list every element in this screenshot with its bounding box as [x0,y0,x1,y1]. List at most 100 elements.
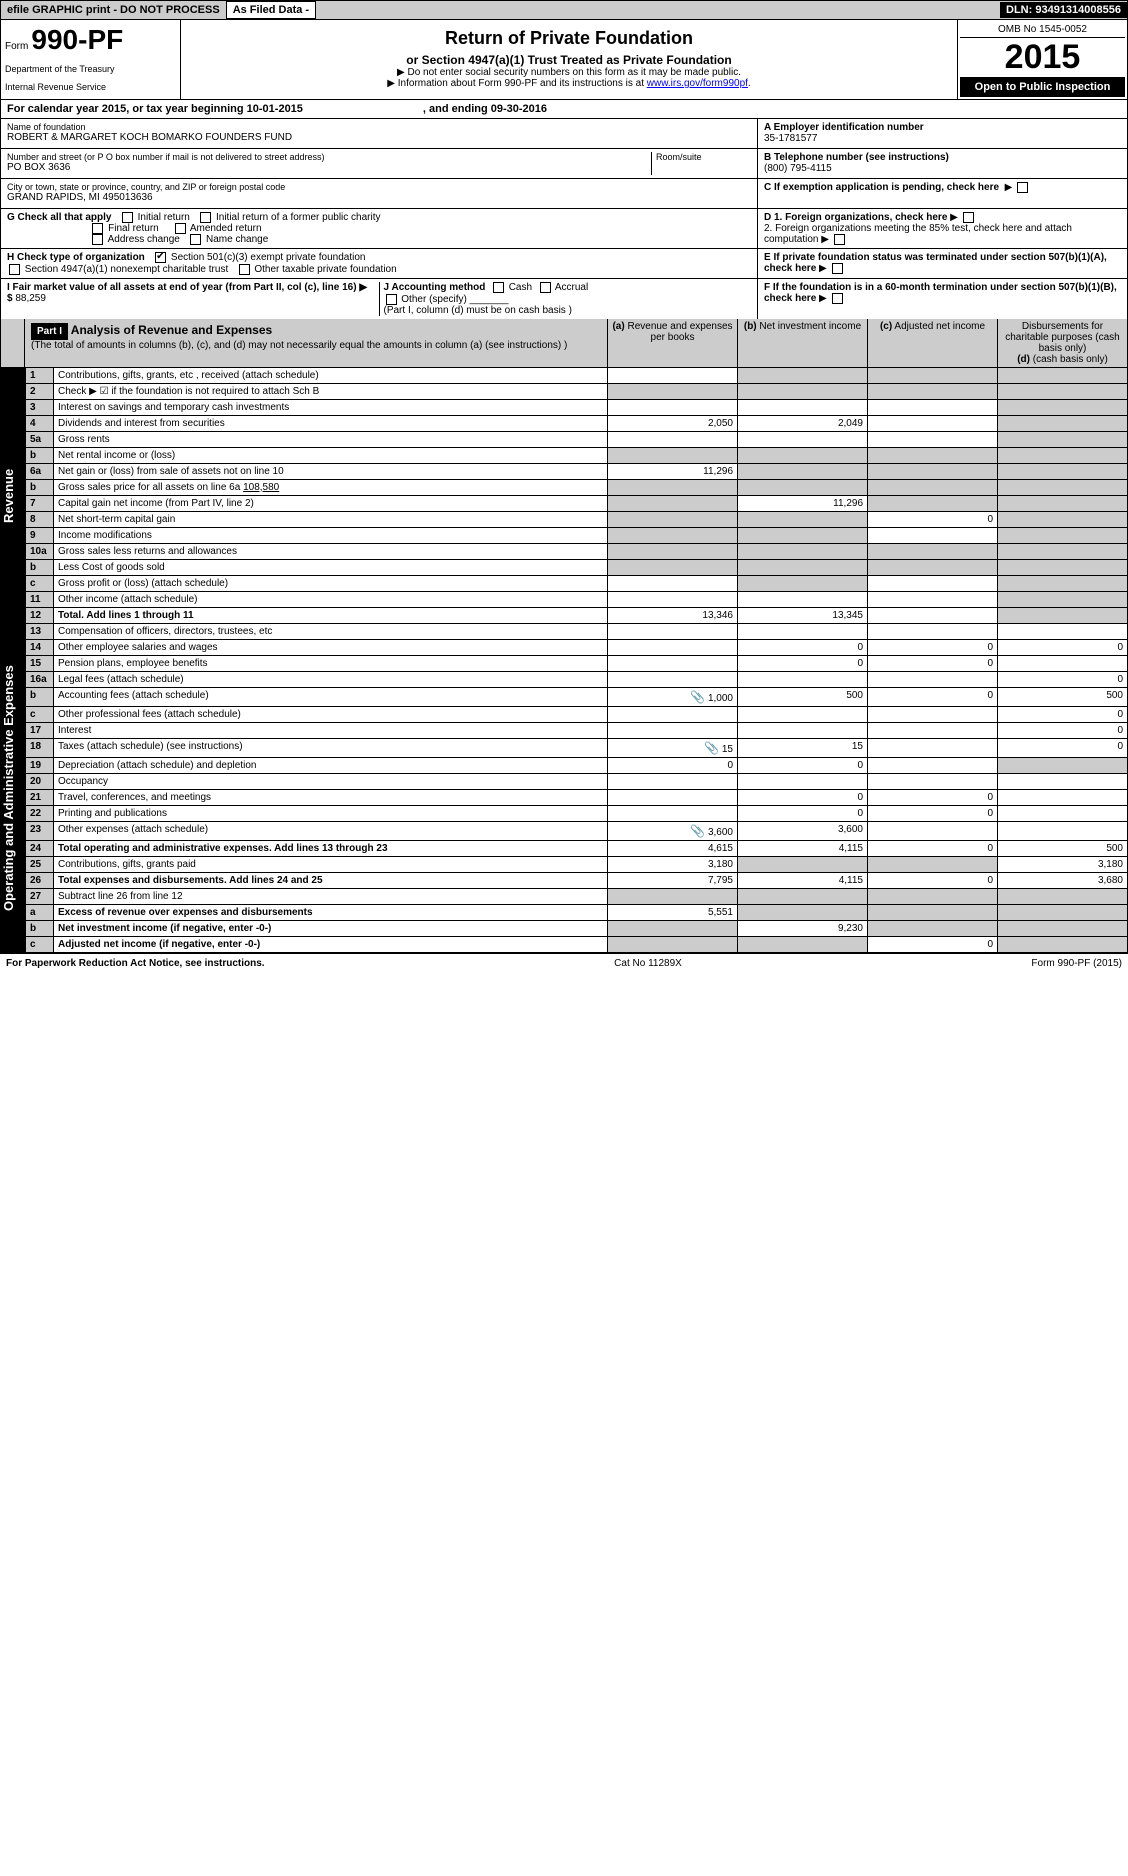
i-val: 88,259 [15,293,46,304]
header-mid: Return of Private Foundation or Section … [181,20,957,99]
dln-label: DLN: 93491314008556 [1000,2,1127,18]
footer-mid: Cat No 11289X [614,958,682,969]
row-19: 19Depreciation (attach schedule) and dep… [26,757,1128,773]
city-row: City or town, state or province, country… [1,179,757,209]
d2-cb[interactable] [834,234,845,245]
h-other-cb[interactable] [239,264,250,275]
g-amended-cb[interactable] [175,223,186,234]
row-16c: cOther professional fees (attach schedul… [26,706,1128,722]
row-24: 24Total operating and administrative exp… [26,840,1128,856]
attach-icon[interactable]: 📎 [704,741,719,755]
row-21: 21Travel, conferences, and meetings00 [26,789,1128,805]
h-501c3-cb[interactable] [155,252,166,263]
g-namechg-cb[interactable] [190,234,201,245]
j-cash-cb[interactable] [493,282,504,293]
part1-desc: Part I Analysis of Revenue and Expenses … [25,319,607,367]
row-9: 9Income modifications [26,527,1128,543]
header-left: Form 990-PF Department of the Treasury I… [1,20,181,99]
row-14: 14Other employee salaries and wages000 [26,639,1128,655]
row-27a: aExcess of revenue over expenses and dis… [26,904,1128,920]
addr-row: Number and street (or P O box number if … [1,149,757,179]
row-16a: 16aLegal fees (attach schedule)0 [26,671,1128,687]
instructions-link[interactable]: www.irs.gov/form990pf [647,78,748,89]
col-a-hdr: (a) Revenue and expenses per books [607,319,737,367]
row-15: 15Pension plans, employee benefits00 [26,655,1128,671]
row-6b: bGross sales price for all assets on lin… [26,479,1128,495]
irs-label: Internal Revenue Service [5,82,176,92]
e-cb[interactable] [832,263,843,274]
omb-label: OMB No 1545-0052 [960,22,1125,38]
j-accrual-cb[interactable] [540,282,551,293]
f-cb[interactable] [832,293,843,304]
revenue-side-label: Revenue [1,368,25,624]
f-lbl: F If the foundation is in a 60-month ter… [764,282,1117,304]
form-subtitle: or Section 4947(a)(1) Trust Treated as P… [185,53,953,67]
d1-cb[interactable] [963,212,974,223]
g-o1: Initial return [138,212,190,223]
form-header: Form 990-PF Department of the Treasury I… [0,20,1128,100]
row-27b: bNet investment income (if negative, ent… [26,920,1128,936]
expenses-section: Operating and Administrative Expenses 13… [0,624,1128,953]
open-public: Open to Public Inspection [960,77,1125,97]
g-addrchg-cb[interactable] [92,234,103,245]
f-row: F If the foundation is in a 60-month ter… [758,279,1127,309]
j-o3: Other (specify) [401,294,467,305]
g-o4: Amended return [190,223,262,234]
j-lbl: J Accounting method [384,283,486,294]
expenses-side-label: Operating and Administrative Expenses [1,624,25,953]
row-10a: 10aGross sales less returns and allowanc… [26,543,1128,559]
footer: For Paperwork Reduction Act Notice, see … [0,953,1128,973]
j-o2: Accrual [555,283,588,294]
addr-val: PO BOX 3636 [7,162,651,173]
part1-sub: (The total of amounts in columns (b), (c… [31,340,567,351]
row-5b: bNet rental income or (loss) [26,447,1128,463]
row-13: 13Compensation of officers, directors, t… [26,624,1128,640]
form-number: 990-PF [31,24,123,55]
row-27: 27Subtract line 26 from line 12 [26,888,1128,904]
part1-title: Analysis of Revenue and Expenses [71,323,272,337]
g-o3: Final return [108,223,159,234]
ein-val: 35-1781577 [764,133,1121,144]
h-o2: Section 4947(a)(1) nonexempt charitable … [25,264,228,275]
tel-row: B Telephone number (see instructions) (8… [758,149,1127,179]
row-22: 22Printing and publications00 [26,805,1128,821]
row-16b: bAccounting fees (attach schedule)📎 1,00… [26,687,1128,706]
g-final-cb[interactable] [92,223,103,234]
header-right: OMB No 1545-0052 2015 Open to Public Ins… [957,20,1127,99]
attach-icon[interactable]: 📎 [690,690,705,704]
asfiled-label: As Filed Data - [226,1,316,19]
tel-lbl: B Telephone number (see instructions) [764,152,1121,163]
h-4947-cb[interactable] [9,264,20,275]
g-former-cb[interactable] [200,212,211,223]
cal-end: , and ending 09-30-2016 [423,103,547,115]
part1-header-row: Part I Analysis of Revenue and Expenses … [0,319,1128,368]
row-20: 20Occupancy [26,773,1128,789]
h-lbl: H Check type of organization [7,253,145,264]
h-row: H Check type of organization Section 501… [1,249,757,279]
row-4: 4Dividends and interest from securities2… [26,415,1128,431]
note1: ▶ Do not enter social security numbers o… [185,67,953,78]
row-26: 26Total expenses and disbursements. Add … [26,872,1128,888]
j-other-cb[interactable] [386,294,397,305]
h-o1: Section 501(c)(3) exempt private foundat… [171,253,366,264]
g-initial-cb[interactable] [122,212,133,223]
col-b-hdr: (b) Net investment income [737,319,867,367]
c-lbl: C If exemption application is pending, c… [764,182,999,193]
row-17: 17Interest0 [26,722,1128,738]
tel-val: (800) 795-4115 [764,163,1121,174]
form-prefix: Form [5,41,28,52]
addr-lbl: Number and street (or P O box number if … [7,152,651,162]
efile-label: efile GRAPHIC print - DO NOT PROCESS [1,2,226,18]
info-right: A Employer identification number 35-1781… [757,119,1127,319]
row-27c: cAdjusted net income (if negative, enter… [26,936,1128,952]
row-3: 3Interest on savings and temporary cash … [26,399,1128,415]
g-row: G Check all that apply Initial return In… [1,209,757,249]
j-o1: Cash [509,283,532,294]
c-cb[interactable] [1017,182,1028,193]
row-12: 12Total. Add lines 1 through 1113,34613,… [26,607,1128,623]
name-lbl: Name of foundation [7,122,751,132]
city-lbl: City or town, state or province, country… [7,182,751,192]
attach-icon[interactable]: 📎 [690,824,705,838]
row-23: 23Other expenses (attach schedule)📎 3,60… [26,821,1128,840]
tax-year: 2015 [960,38,1125,77]
